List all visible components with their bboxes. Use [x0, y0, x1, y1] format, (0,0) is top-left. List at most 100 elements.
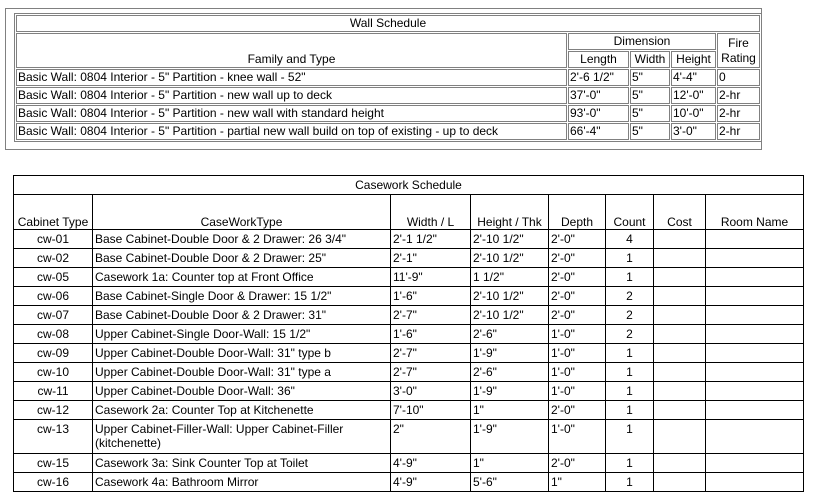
table-cell: 5'-6"	[470, 472, 549, 492]
table-row: cw-13 Upper Cabinet-Filler-Wall: Upper Ca…	[13, 419, 804, 454]
table-cell: 4'-9"	[390, 472, 471, 492]
table-cell: 5"	[630, 87, 670, 104]
table-cell	[653, 305, 706, 325]
column-header: Count	[605, 194, 654, 230]
table-cell: 7'-10"	[390, 400, 471, 420]
table-cell: 2-hr	[717, 105, 760, 122]
table-cell: cw-05	[13, 267, 93, 287]
table-cell: 2'-6"	[470, 362, 549, 382]
column-header: Height / Thk	[470, 194, 549, 230]
table-row: cw-05 Casework 1a: Counter top at Front O…	[13, 267, 804, 287]
column-header: Cost	[653, 194, 706, 230]
table-cell: 1"	[548, 472, 606, 492]
table-cell: 1	[605, 400, 654, 420]
table-cell: 1"	[470, 453, 549, 473]
table-cell: cw-10	[13, 362, 93, 382]
table-cell	[653, 419, 706, 454]
header-dimension: Dimension	[568, 33, 716, 50]
table-cell: Base Cabinet-Double Door & 2 Drawer: 26 …	[92, 229, 391, 249]
table-cell: 2'-10 1/2"	[470, 248, 549, 268]
table-cell	[705, 286, 804, 306]
column-header: Width / L	[390, 194, 471, 230]
table-cell	[705, 362, 804, 382]
table-cell: cw-12	[13, 400, 93, 420]
table-cell: Casework 4a: Bathroom Mirror	[92, 472, 391, 492]
table-cell: 0	[717, 69, 760, 86]
table-row: cw-12 Casework 2a: Counter Top at Kitchen…	[13, 400, 804, 420]
table-cell: 2'-1 1/2"	[390, 229, 471, 249]
column-header: CaseWorkType	[92, 194, 391, 230]
table-cell	[653, 267, 706, 287]
table-cell: 12'-0"	[671, 87, 716, 104]
table-cell	[705, 305, 804, 325]
table-cell: 2'-6 1/2"	[568, 69, 629, 86]
table-cell	[705, 343, 804, 363]
table-cell	[653, 400, 706, 420]
table-cell: 2"	[390, 419, 471, 454]
table-cell: Upper Cabinet-Double Door-Wall: 31" type…	[92, 343, 391, 363]
table-cell: 3'-0"	[671, 123, 716, 140]
table-cell: 1'-9"	[470, 419, 549, 454]
table-cell	[705, 419, 804, 454]
table-row: cw-16 Casework 4a: Bathroom Mirror 4'-9" 5'…	[13, 472, 804, 492]
table-cell	[653, 381, 706, 401]
table-cell: cw-02	[13, 248, 93, 268]
table-cell	[705, 324, 804, 344]
table-cell	[653, 453, 706, 473]
column-header: Room Name	[705, 194, 804, 230]
table-cell: 5"	[630, 69, 670, 86]
table-row: cw-02 Base Cabinet-Double Door & 2 Drawer…	[13, 248, 804, 268]
table-cell: Casework 1a: Counter top at Front Office	[92, 267, 391, 287]
table-cell: 2'-1"	[390, 248, 471, 268]
table-cell: 2'-0"	[548, 305, 606, 325]
table-row: Basic Wall: 0804 Interior - 5" Partition…	[16, 87, 760, 104]
table-cell: 1'-9"	[470, 343, 549, 363]
table-cell	[653, 324, 706, 344]
table-cell: 2-hr	[717, 87, 760, 104]
table-row: cw-10 Upper Cabinet-Double Door-Wall: 31"…	[13, 362, 804, 382]
table-cell: 1	[605, 362, 654, 382]
table-row: cw-06 Base Cabinet-Single Door & Drawer: …	[13, 286, 804, 306]
table-cell: cw-07	[13, 305, 93, 325]
table-cell: 2	[605, 324, 654, 344]
table-cell: cw-01	[13, 229, 93, 249]
table-cell: 2'-0"	[548, 248, 606, 268]
table-cell: Casework 3a: Sink Counter Top at Toilet	[92, 453, 391, 473]
table-row: cw-01 Base Cabinet-Double Door & 2 Drawer…	[13, 229, 804, 249]
table-cell	[653, 343, 706, 363]
wall-schedule-table: Wall Schedule Family and Type Dimension …	[14, 13, 762, 142]
wall-schedule-title: Wall Schedule	[16, 15, 760, 32]
table-cell: 1'-9"	[470, 381, 549, 401]
table-row: cw-09 Upper Cabinet-Double Door-Wall: 31"…	[13, 343, 804, 363]
table-cell: 1	[605, 419, 654, 454]
table-cell: Base Cabinet-Double Door & 2 Drawer: 25"	[92, 248, 391, 268]
table-cell: 1'-0"	[548, 419, 606, 454]
table-cell: 1	[605, 381, 654, 401]
table-cell	[705, 472, 804, 492]
table-cell: cw-16	[13, 472, 93, 492]
table-row: Basic Wall: 0804 Interior - 5" Partition…	[16, 123, 760, 140]
table-row: Basic Wall: 0804 Interior - 5" Partition…	[16, 105, 760, 122]
column-header: Cabinet Type	[13, 194, 93, 230]
table-cell: 1"	[470, 400, 549, 420]
table-cell: 2'-0"	[548, 286, 606, 306]
table-cell: 2	[605, 286, 654, 306]
table-cell: cw-15	[13, 453, 93, 473]
table-cell: 2'-10 1/2"	[470, 305, 549, 325]
table-cell: Base Cabinet-Single Door & Drawer: 15 1/…	[92, 286, 391, 306]
table-cell: Basic Wall: 0804 Interior - 5" Partition…	[16, 105, 567, 122]
table-cell: 5"	[630, 123, 670, 140]
table-cell: cw-09	[13, 343, 93, 363]
table-cell: 1'-0"	[548, 343, 606, 363]
table-row: cw-11 Upper Cabinet-Double Door-Wall: 36"…	[13, 381, 804, 401]
header-width: Width	[630, 51, 670, 68]
table-cell	[705, 453, 804, 473]
table-cell: 66'-4"	[568, 123, 629, 140]
table-cell: 11'-9"	[390, 267, 471, 287]
table-cell: 1'-0"	[548, 362, 606, 382]
table-cell: Basic Wall: 0804 Interior - 5" Partition…	[16, 87, 567, 104]
table-cell	[705, 267, 804, 287]
table-cell: cw-08	[13, 324, 93, 344]
table-cell: 2'-10 1/2"	[470, 229, 549, 249]
table-cell: 2'-7"	[390, 343, 471, 363]
